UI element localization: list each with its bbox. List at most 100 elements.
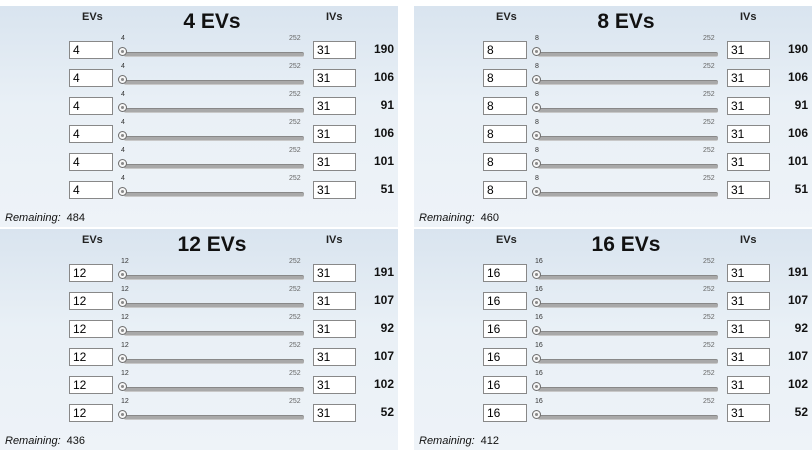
slider-max-label: 252 — [289, 370, 301, 377]
ev-slider-track[interactable] — [538, 359, 718, 364]
iv-input[interactable]: 31 — [313, 125, 356, 143]
ev-slider-handle[interactable] — [118, 47, 127, 56]
ev-input[interactable]: 12 — [69, 348, 113, 366]
ev-input[interactable]: 16 — [483, 320, 527, 338]
ev-slider-handle[interactable] — [532, 187, 541, 196]
iv-input[interactable]: 31 — [727, 181, 770, 199]
ev-slider-handle[interactable] — [532, 159, 541, 168]
ev-input[interactable]: 16 — [483, 376, 527, 394]
ev-slider-handle[interactable] — [532, 326, 541, 335]
ev-input[interactable]: 8 — [483, 153, 527, 171]
ev-slider-track[interactable] — [538, 387, 718, 392]
iv-input[interactable]: 31 — [313, 69, 356, 87]
ev-input[interactable]: 8 — [483, 41, 527, 59]
iv-input[interactable]: 31 — [727, 41, 770, 59]
ev-slider-track[interactable] — [538, 331, 718, 336]
ev-slider-track[interactable] — [124, 52, 304, 57]
ev-input[interactable]: 12 — [69, 292, 113, 310]
ev-input[interactable]: 4 — [69, 97, 113, 115]
ev-input[interactable]: 16 — [483, 264, 527, 282]
iv-input[interactable]: 31 — [313, 404, 356, 422]
ev-slider-track[interactable] — [124, 387, 304, 392]
ev-input[interactable]: 8 — [483, 181, 527, 199]
ev-slider-handle[interactable] — [532, 131, 541, 140]
ev-slider-track[interactable] — [538, 192, 718, 197]
ev-input[interactable]: 4 — [69, 69, 113, 87]
ev-slider-handle[interactable] — [532, 103, 541, 112]
ev-slider-handle[interactable] — [532, 410, 541, 419]
ev-slider-handle[interactable] — [118, 131, 127, 140]
ev-slider-handle[interactable] — [118, 159, 127, 168]
ev-slider-handle[interactable] — [532, 382, 541, 391]
iv-input[interactable]: 31 — [313, 292, 356, 310]
ev-slider-track[interactable] — [124, 415, 304, 420]
ev-slider-handle[interactable] — [532, 47, 541, 56]
ev-slider-handle[interactable] — [532, 298, 541, 307]
ev-input[interactable]: 12 — [69, 264, 113, 282]
ev-slider-handle[interactable] — [118, 270, 127, 279]
ev-input[interactable]: 8 — [483, 97, 527, 115]
iv-input[interactable]: 31 — [727, 97, 770, 115]
ev-input[interactable]: 16 — [483, 404, 527, 422]
ev-slider-track[interactable] — [538, 108, 718, 113]
iv-input[interactable]: 31 — [727, 404, 770, 422]
iv-input[interactable]: 31 — [313, 41, 356, 59]
slider-min-label: 4 — [121, 63, 125, 70]
ev-slider-handle[interactable] — [118, 75, 127, 84]
iv-input[interactable]: 31 — [727, 348, 770, 366]
ev-input[interactable]: 12 — [69, 404, 113, 422]
stat-row: 12 12 252 31 92 — [0, 314, 398, 340]
ev-input[interactable]: 16 — [483, 348, 527, 366]
ev-slider-track[interactable] — [124, 303, 304, 308]
ev-slider-track[interactable] — [538, 52, 718, 57]
ev-input[interactable]: 16 — [483, 292, 527, 310]
ev-slider-track[interactable] — [538, 80, 718, 85]
ev-slider-track[interactable] — [124, 80, 304, 85]
ev-input[interactable]: 4 — [69, 181, 113, 199]
ev-slider-handle[interactable] — [118, 103, 127, 112]
ev-slider-track[interactable] — [538, 275, 718, 280]
iv-input[interactable]: 31 — [727, 69, 770, 87]
iv-input[interactable]: 31 — [727, 320, 770, 338]
ev-slider-handle[interactable] — [118, 382, 127, 391]
ev-slider-track[interactable] — [538, 303, 718, 308]
ev-input[interactable]: 8 — [483, 125, 527, 143]
ev-slider-handle[interactable] — [118, 298, 127, 307]
iv-input[interactable]: 31 — [313, 181, 356, 199]
ev-input[interactable]: 8 — [483, 69, 527, 87]
ev-slider-track[interactable] — [124, 164, 304, 169]
ev-slider-handle[interactable] — [118, 326, 127, 335]
ev-slider-track[interactable] — [124, 136, 304, 141]
ev-slider-track[interactable] — [124, 359, 304, 364]
ev-input[interactable]: 4 — [69, 125, 113, 143]
ev-slider-handle[interactable] — [532, 270, 541, 279]
ev-slider-handle[interactable] — [118, 354, 127, 363]
iv-input[interactable]: 31 — [727, 376, 770, 394]
ev-input[interactable]: 12 — [69, 320, 113, 338]
ev-slider-track[interactable] — [538, 136, 718, 141]
iv-input[interactable]: 31 — [313, 376, 356, 394]
iv-input[interactable]: 31 — [313, 97, 356, 115]
iv-input[interactable]: 31 — [313, 320, 356, 338]
ev-slider-track[interactable] — [124, 192, 304, 197]
iv-input[interactable]: 31 — [727, 125, 770, 143]
ev-slider-track[interactable] — [538, 415, 718, 420]
ev-slider-handle[interactable] — [532, 75, 541, 84]
ev-slider-track[interactable] — [124, 108, 304, 113]
iv-input[interactable]: 31 — [313, 264, 356, 282]
ev-input[interactable]: 4 — [69, 41, 113, 59]
ev-slider-handle[interactable] — [532, 354, 541, 363]
ev-input[interactable]: 4 — [69, 153, 113, 171]
ev-input[interactable]: 12 — [69, 376, 113, 394]
ev-slider-track[interactable] — [124, 275, 304, 280]
iv-input[interactable]: 31 — [727, 153, 770, 171]
ev-slider-track[interactable] — [538, 164, 718, 169]
iv-input[interactable]: 31 — [727, 292, 770, 310]
iv-input[interactable]: 31 — [313, 153, 356, 171]
stat-row: 12 12 252 31 107 — [0, 286, 398, 312]
iv-input[interactable]: 31 — [727, 264, 770, 282]
ev-slider-track[interactable] — [124, 331, 304, 336]
ev-slider-handle[interactable] — [118, 410, 127, 419]
ev-slider-handle[interactable] — [118, 187, 127, 196]
iv-input[interactable]: 31 — [313, 348, 356, 366]
